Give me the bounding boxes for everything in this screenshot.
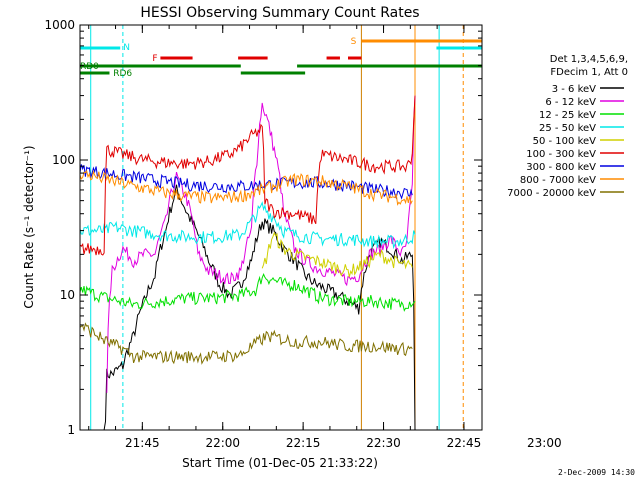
flag-label-rd0: RD0 (80, 62, 99, 72)
series-line-7 (79, 169, 413, 206)
x-tick-label-1: 22:00 (205, 436, 240, 450)
x-tick-label-3: 22:30 (366, 436, 401, 450)
legend-label-8: 7000 - 20000 keV (507, 188, 596, 199)
series-line-3 (79, 201, 416, 250)
x-tick-label-2: 22:15 (286, 436, 321, 450)
x-tick-label-4: 22:45 (447, 436, 482, 450)
legend-label-0: 3 - 6 keV (552, 84, 596, 95)
series-line-2 (79, 272, 416, 312)
y-tick-label-1: 10 (60, 288, 75, 302)
flag-label-s: S (351, 37, 357, 47)
legend: Det 1,3,4,5,6,9, FDecim 1, Att 0 3 - 6 keV… (507, 54, 628, 199)
legend-label-3: 25 - 50 keV (539, 123, 596, 134)
series-line-4 (261, 231, 413, 278)
legend-header-1: FDecim 1, Att 0 (550, 67, 628, 78)
timestamp: 2-Dec-2009 14:30 (558, 468, 635, 477)
flag-label-rd6: RD6 (113, 69, 132, 79)
legend-label-4: 50 - 100 keV (533, 136, 597, 147)
plot-frame (79, 24, 483, 431)
y-tick-label-2: 100 (52, 153, 75, 167)
chart-title: HESSI Observing Summary Count Rates (140, 5, 419, 21)
legend-header-0: Det 1,3,4,5,6,9, (550, 54, 628, 65)
series-line-6 (79, 164, 413, 200)
series-line-8 (79, 322, 413, 365)
x-axis-label: Start Time (01-Dec-05 21:33:22) (182, 456, 378, 470)
legend-label-5: 100 - 300 keV (526, 149, 596, 160)
legend-label-1: 6 - 12 keV (545, 97, 596, 108)
flag-label-f: F (152, 54, 157, 64)
y-tick-label-3: 1000 (44, 18, 75, 32)
y-tick-label-0: 1 (67, 423, 75, 437)
flag-label-n: N (123, 43, 130, 53)
flag-bars: N F S RD0 RD6 (80, 37, 482, 79)
series-line-0 (80, 184, 416, 431)
x-tick-label-0: 21:45 (125, 436, 160, 450)
series-layer (79, 95, 416, 431)
series-line-5 (79, 95, 416, 256)
time-grid (90, 25, 464, 430)
axes: 1 10 100 1000 21:45 22:00 22:15 22:30 22:45 23:00 (44, 18, 561, 450)
legend-label-7: 800 - 7000 keV (520, 175, 596, 186)
y-axis-label: Count Rate (s⁻¹ detector⁻¹) (22, 145, 36, 308)
x-tick-label-5: 23:00 (527, 436, 562, 450)
legend-label-2: 12 - 25 keV (539, 110, 596, 121)
legend-label-6: 300 - 800 keV (526, 162, 596, 173)
